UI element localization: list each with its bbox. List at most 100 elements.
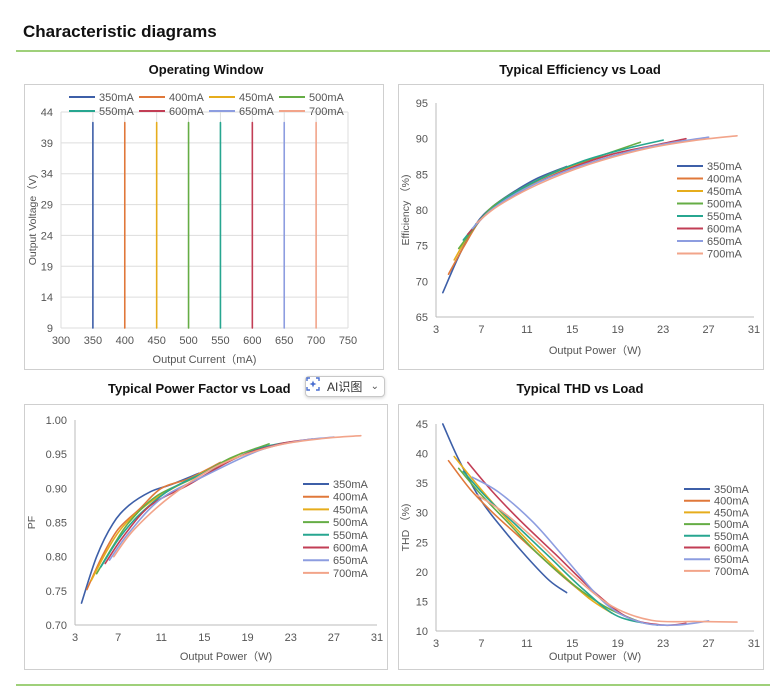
legend-label: 500mA [714,519,750,531]
y-tick-label: 90 [416,134,428,146]
x-axis-label: Output Power（W) [180,650,272,663]
series-line-650mA [108,436,335,561]
bottom-divider [16,684,770,686]
x-tick-label: 700 [307,335,325,347]
y-tick-label: 19 [41,261,53,273]
y-tick-label: 0.70 [46,620,67,632]
legend-label: 700mA [707,249,743,261]
y-tick-label: 0.85 [46,518,67,530]
legend-label: 550mA [333,530,369,542]
legend-label: 550mA [714,531,750,543]
series-line-700mA [476,494,738,623]
ai-recognize-button[interactable]: AI识图 ⌄ [305,376,385,397]
x-tick-label: 31 [371,632,383,644]
legend-label: 400mA [333,492,369,504]
series-line-600mA [467,461,687,627]
y-tick-label: 35 [416,478,428,490]
series-line-500mA [95,443,270,575]
x-tick-label: 19 [612,638,624,650]
series-line-450mA [453,455,613,615]
y-tick-label: 75 [416,241,428,253]
legend-label: 600mA [707,224,743,236]
y-tick-label: 65 [416,312,428,324]
x-tick-label: 27 [702,638,714,650]
legend-label: 350mA [99,92,135,104]
legend-label: 400mA [707,174,743,186]
x-axis-label: Output Power（W) [549,650,641,663]
x-tick-label: 11 [521,638,532,650]
legend-label: 550mA [99,106,135,118]
x-tick-label: 550 [211,335,229,347]
legend-label: 700mA [309,106,345,118]
y-tick-label: 0.75 [46,586,67,598]
legend-label: 500mA [333,517,369,529]
y-tick-label: 85 [416,169,428,181]
y-tick-label: 0.90 [46,483,67,495]
y-tick-label: 29 [41,200,53,212]
x-tick-label: 3 [72,632,78,644]
top-divider [16,50,770,52]
legend-label: 450mA [333,504,369,516]
x-tick-label: 15 [198,632,210,644]
legend-label: 450mA [239,92,275,104]
legend-label: 700mA [714,566,750,578]
legend-label: 700mA [333,568,369,580]
chart-title-power-factor: Typical Power Factor vs Load [108,381,291,396]
y-tick-label: 45 [416,419,428,431]
ai-scan-icon [306,377,324,394]
y-tick-label: 0.95 [46,449,67,461]
x-tick-label: 23 [285,632,297,644]
y-tick-label: 95 [416,98,428,110]
x-tick-label: 15 [566,638,578,650]
legend-label: 500mA [309,92,345,104]
series-line-600mA [467,137,687,236]
series-line-350mA [80,472,200,604]
chart-title-operating-window: Operating Window [148,62,264,77]
y-tick-label: 24 [41,230,53,242]
x-tick-label: 31 [748,324,760,336]
x-tick-label: 23 [657,638,669,650]
chart-title-efficiency: Typical Efficiency vs Load [499,62,661,77]
legend-label: 650mA [333,555,369,567]
y-tick-label: 15 [416,596,428,608]
y-tick-label: 14 [41,292,53,304]
power-factor-chart: 3 7 11 15 19 23 27 31 0.70 0.75 0.80 0.85 0.90 0.95 1.… [24,404,388,670]
x-tick-label: 7 [478,638,484,650]
y-tick-label: 39 [41,138,53,150]
series-line-550mA [462,139,664,241]
x-axis-label: Output Current（mA) [153,353,257,366]
legend-label: 450mA [707,186,743,198]
series-line-500mA [457,141,642,250]
series-line-650mA [471,136,710,230]
y-tick-label: 25 [416,537,428,549]
chart-title-thd: Typical THD vs Load [516,381,644,396]
x-tick-label: 27 [702,324,714,336]
y-tick-label: 80 [416,205,428,217]
y-tick-label: 40 [416,449,428,461]
series-line-650mA [471,476,710,627]
legend-label: 350mA [714,484,750,496]
y-tick-label: 20 [416,567,428,579]
y-tick-label: 10 [416,626,428,638]
series-line-350mA [442,423,568,594]
x-tick-label: 3 [433,638,439,650]
y-tick-label: 0.80 [46,552,67,564]
x-tick-label: 500 [179,335,197,347]
y-axis-label: THD （%) [400,504,412,552]
series-line-500mA [457,467,642,623]
series-line-350mA [442,165,568,294]
legend-label: 600mA [333,543,369,555]
x-tick-label: 31 [748,638,760,650]
legend-label: 550mA [707,211,743,223]
y-axis-label: Output Voltage（V) [27,175,39,265]
x-tick-label: 15 [566,324,578,336]
legend-label: 650mA [714,554,750,566]
legend-label: 400mA [714,496,750,508]
thd-chart: 3 7 11 15 19 23 27 31 10 15 20 25 30 35 40 45 Output Pow… [398,404,764,670]
series-line-700mA [113,434,362,558]
series-line-400mA [447,160,591,275]
series-line-450mA [453,153,613,261]
x-tick-label: 3 [433,324,439,336]
legend-label: 500mA [707,199,743,211]
legend-label: 600mA [714,543,750,555]
